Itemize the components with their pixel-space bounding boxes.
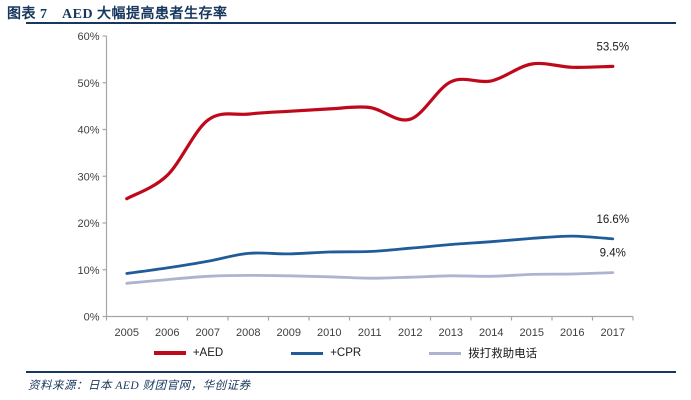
legend-label-cpr: +CPR: [330, 347, 362, 359]
y-axis-tick-label: 20%: [77, 218, 99, 230]
x-axis-year-label: 2008: [236, 327, 260, 339]
x-axis-year-label: 2012: [398, 327, 422, 339]
x-axis-year-label: 2006: [155, 327, 179, 339]
y-axis-tick-label: 40%: [77, 125, 99, 137]
x-axis-year-label: 2014: [479, 327, 503, 339]
cpr-line: [125, 234, 615, 275]
legend-label-aed: +AED: [192, 347, 224, 359]
y-axis-tick-label: 0%: [84, 312, 100, 324]
legend-swatch-call-line: [429, 351, 462, 355]
source-note: 资料来源：日本 AED 财团官网，华创证券: [28, 380, 251, 392]
legend: +AED +CPR 拨打救助电话: [0, 345, 691, 361]
x-axis-year-label: 2015: [520, 327, 544, 339]
legend-item-cpr: +CPR: [291, 347, 361, 359]
title-divider: [26, 22, 676, 24]
aed-end-label: 53.5%: [596, 41, 629, 53]
x-axis-year-label: 2007: [196, 327, 220, 339]
y-axis-tick-label: 50%: [77, 78, 99, 90]
x-axis-year-label: 2009: [277, 327, 301, 339]
y-axis-tick-label: 30%: [77, 171, 99, 183]
legend-swatch-cpr-line: [291, 351, 324, 355]
aed-line: [125, 61, 615, 201]
x-axis-year-label: 2005: [115, 327, 139, 339]
legend-swatch-aed-line: [153, 351, 186, 355]
legend-label-call: 拨打救助电话: [468, 348, 538, 360]
x-axis-year-label: 2010: [317, 327, 341, 339]
x-axis-year-label: 2013: [439, 327, 463, 339]
x-axis-year-label: 2017: [601, 327, 625, 339]
legend-item-call: 拨打救助电话: [429, 345, 537, 361]
call-line: [125, 271, 615, 285]
call-end-label: 9.4%: [600, 248, 626, 260]
y-axis-tick-label: 10%: [77, 265, 99, 277]
cpr-end-label: 16.6%: [596, 214, 629, 226]
figure-title: 图表 7 AED 大幅提高患者生存率: [7, 7, 228, 22]
y-axis-tick-label: 60%: [77, 31, 99, 43]
x-axis-year-label: 2016: [560, 327, 584, 339]
legend-item-aed: +AED: [153, 347, 224, 359]
source-divider: [26, 371, 676, 373]
x-axis-year-label: 2011: [358, 327, 382, 339]
